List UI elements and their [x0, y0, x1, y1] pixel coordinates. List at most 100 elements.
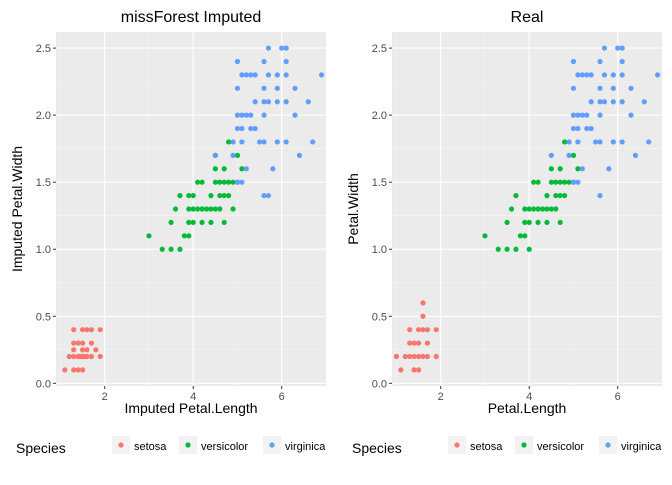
- data-point-virginica: [570, 85, 577, 91]
- data-point-setosa: [88, 327, 95, 333]
- data-point-virginica: [283, 139, 289, 145]
- data-point-virginica: [234, 179, 241, 185]
- data-point-versicolor: [508, 206, 515, 212]
- data-point-virginica: [234, 112, 241, 118]
- data-point-setosa: [79, 340, 86, 346]
- chart-title: Real: [511, 9, 544, 26]
- data-point-virginica: [570, 179, 577, 185]
- data-point-versicolor: [221, 219, 227, 226]
- data-point-setosa: [420, 313, 426, 319]
- data-point-virginica: [610, 139, 616, 145]
- data-point-versicolor: [177, 192, 183, 199]
- legend-title: Species: [16, 440, 66, 456]
- data-point-versicolor: [553, 179, 559, 185]
- data-point-versicolor: [226, 179, 232, 185]
- series-setosa: [393, 300, 439, 373]
- data-point-virginica: [584, 125, 590, 132]
- data-point-versicolor: [172, 206, 179, 212]
- data-point-versicolor: [168, 246, 174, 252]
- data-point-setosa: [411, 340, 417, 346]
- data-point-versicolor: [557, 166, 563, 172]
- legend-marker-setosa: [454, 442, 460, 448]
- data-point-versicolor: [212, 166, 218, 172]
- data-point-virginica: [566, 139, 572, 145]
- data-point-virginica: [283, 72, 289, 78]
- x-tick-label: 6: [615, 391, 621, 403]
- data-point-virginica: [610, 99, 616, 105]
- data-point-versicolor: [177, 246, 183, 252]
- data-point-virginica: [239, 72, 245, 78]
- data-point-setosa: [79, 367, 86, 373]
- chart-title: missForest Imputed: [121, 9, 261, 26]
- data-point-versicolor: [522, 219, 528, 226]
- data-point-setosa: [97, 327, 103, 333]
- data-point-virginica: [575, 179, 581, 185]
- data-point-setosa: [398, 367, 404, 373]
- series-setosa: [62, 327, 103, 373]
- data-point-setosa: [407, 340, 413, 346]
- data-point-virginica: [261, 139, 267, 145]
- data-point-virginica: [261, 85, 267, 91]
- data-point-virginica: [239, 125, 245, 132]
- data-point-versicolor: [526, 219, 532, 226]
- data-point-virginica: [570, 58, 577, 65]
- data-point-versicolor: [544, 206, 550, 212]
- data-point-versicolor: [562, 139, 568, 145]
- data-point-setosa: [415, 340, 422, 346]
- data-point-versicolor: [575, 166, 581, 172]
- y-tick-label: 0.5: [372, 311, 387, 323]
- data-point-virginica: [597, 58, 603, 65]
- data-point-virginica: [610, 85, 616, 91]
- y-tick-label: 1.5: [372, 177, 387, 189]
- data-point-versicolor: [557, 219, 563, 226]
- data-point-versicolor: [548, 206, 554, 212]
- data-point-versicolor: [199, 206, 205, 212]
- data-point-versicolor: [221, 192, 227, 199]
- data-point-virginica: [606, 166, 612, 172]
- data-point-versicolor: [553, 192, 559, 199]
- data-point-versicolor: [522, 206, 528, 212]
- data-point-virginica: [575, 125, 581, 132]
- data-point-virginica: [234, 85, 241, 91]
- data-point-setosa: [402, 353, 408, 360]
- data-point-versicolor: [208, 192, 214, 199]
- data-point-versicolor: [221, 179, 227, 185]
- data-point-versicolor: [217, 192, 223, 199]
- x-tick-label: 2: [102, 391, 108, 403]
- data-point-versicolor: [208, 206, 214, 212]
- legend-label-setosa: setosa: [470, 441, 503, 453]
- data-point-setosa: [84, 353, 90, 360]
- data-point-setosa: [420, 300, 426, 306]
- data-point-setosa: [97, 353, 103, 360]
- data-point-setosa: [71, 340, 77, 346]
- data-point-virginica: [239, 139, 245, 145]
- data-point-virginica: [274, 85, 280, 91]
- data-point-virginica: [584, 72, 590, 78]
- data-point-virginica: [265, 99, 272, 105]
- data-point-versicolor: [482, 233, 488, 239]
- data-point-virginica: [575, 139, 581, 145]
- data-point-virginica: [597, 85, 603, 91]
- data-point-versicolor: [208, 219, 214, 226]
- data-point-setosa: [62, 367, 68, 373]
- data-point-setosa: [79, 327, 86, 333]
- data-point-versicolor: [544, 219, 550, 226]
- data-point-versicolor: [221, 166, 227, 172]
- data-point-setosa: [88, 353, 95, 360]
- legend-marker-virginica: [269, 442, 275, 448]
- data-point-setosa: [420, 353, 426, 360]
- data-point-versicolor: [535, 219, 541, 226]
- data-point-virginica: [252, 72, 258, 78]
- data-point-virginica: [601, 45, 608, 51]
- data-point-virginica: [615, 45, 621, 51]
- data-point-virginica: [248, 72, 254, 78]
- legend-label-setosa: setosa: [134, 441, 167, 453]
- data-point-versicolor: [570, 152, 577, 158]
- data-point-setosa: [66, 353, 72, 360]
- data-point-setosa: [75, 340, 81, 346]
- data-point-virginica: [619, 99, 625, 105]
- data-point-virginica: [261, 112, 267, 118]
- series-virginica: [548, 45, 661, 199]
- data-point-virginica: [597, 192, 603, 199]
